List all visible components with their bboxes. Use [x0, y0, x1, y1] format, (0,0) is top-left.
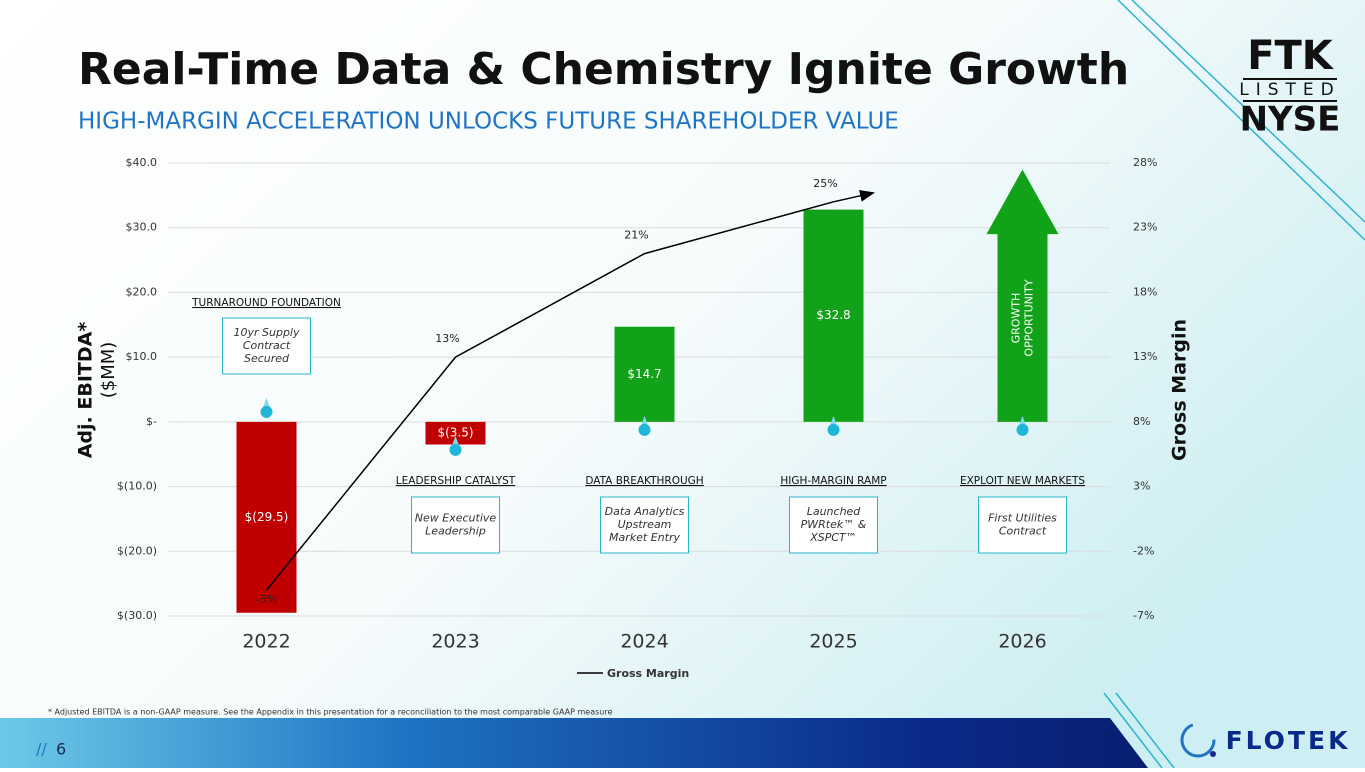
y-tick-label: $20.0 [126, 285, 158, 298]
y-axis-label: Adj. EBITDA* [75, 322, 97, 459]
milestone-text: Launched [807, 505, 862, 518]
milestone-text: Leadership [425, 525, 486, 538]
x-tick-label: 2025 [809, 631, 857, 653]
x-tick-label: 2024 [620, 631, 668, 653]
milestone-heading: TURNAROUND FOUNDATION [191, 297, 341, 309]
y2-axis-label: Gross Margin [1169, 319, 1191, 461]
milestone-text: Data Analytics [605, 505, 685, 518]
subtitle: HIGH-MARGIN ACCELERATION UNLOCKS FUTURE … [78, 109, 899, 135]
legend-label: Gross Margin [607, 667, 689, 680]
line-value-label: 21% [624, 229, 648, 242]
milestone-box [222, 317, 311, 375]
bar [803, 209, 864, 422]
x-tick-label: 2023 [431, 631, 479, 653]
line-value-label: 13% [435, 332, 459, 345]
y2-tick-label: -7% [1133, 609, 1154, 622]
bar [425, 421, 486, 445]
y-tick-label: $- [146, 415, 157, 428]
growth-arrow [986, 169, 1059, 422]
line [265, 201, 834, 591]
milestone-text: PWRtek™ & [801, 518, 867, 531]
x-tick-label: 2026 [998, 631, 1046, 653]
milestone-box [411, 496, 500, 554]
line-value-label: 25% [813, 177, 837, 190]
decor-lines [1103, 0, 1365, 769]
line-value-label: -5% [256, 593, 277, 606]
milestone-text: XSPCT™ [809, 531, 857, 544]
arrow-label-line: GROWTH [1010, 293, 1023, 344]
milestone-box [978, 496, 1067, 554]
page-number: 6 [56, 740, 66, 759]
y-tick-label: $30.0 [126, 221, 158, 234]
line-arrow [833, 189, 875, 203]
milestone-text: Contract [999, 525, 1047, 538]
pin [1016, 423, 1029, 436]
milestone-heading: HIGH-MARGIN RAMP [780, 475, 886, 487]
y-axis-unit: ($MM) [98, 342, 119, 399]
bar [236, 421, 297, 613]
pin [451, 435, 460, 447]
logo-listed: LISTED [1239, 80, 1341, 100]
milestone-text: New Executive [415, 512, 497, 525]
milestone-box [600, 496, 689, 554]
x-tick-label: 2022 [242, 631, 290, 653]
milestone-text: Market Entry [609, 531, 680, 544]
milestone-text: Contract [243, 339, 291, 352]
y2-tick-label: 8% [1133, 415, 1150, 428]
y-tick-label: $(10.0) [117, 480, 157, 493]
pin [640, 415, 649, 427]
pin [638, 423, 651, 436]
bar-value-label: $(3.5) [437, 426, 473, 440]
bottom-band [0, 718, 1148, 768]
bar [614, 326, 675, 422]
page-slash: // [36, 740, 47, 759]
milestone-heading: LEADERSHIP CATALYST [396, 475, 516, 487]
y-tick-label: $(30.0) [117, 609, 157, 622]
milestone-text: First Utilities [988, 512, 1057, 525]
pin [262, 397, 271, 409]
pin [260, 405, 273, 418]
milestone-text: Secured [244, 352, 290, 365]
milestone-text: Upstream [618, 518, 672, 531]
y-tick-label: $40.0 [126, 156, 158, 169]
bar-value-label: $32.8 [816, 308, 850, 322]
milestone-text: 10yr Supply [233, 326, 300, 339]
y2-tick-label: 13% [1133, 350, 1157, 363]
logo-nyse: NYSE [1240, 100, 1341, 140]
pin [449, 443, 462, 456]
growth-arrow-label: GROWTHOPPORTUNITY [1010, 279, 1036, 356]
milestone-heading: EXPLOIT NEW MARKETS [960, 475, 1085, 487]
y2-tick-label: 3% [1133, 480, 1150, 493]
milestone-heading: DATA BREAKTHROUGH [585, 475, 703, 487]
arrow-label-line: OPPORTUNITY [1023, 279, 1036, 356]
pin [829, 415, 838, 427]
y2-tick-label: 28% [1133, 156, 1157, 169]
company-icon [1180, 722, 1216, 758]
pin [827, 423, 840, 436]
y-tick-label: $10.0 [126, 350, 158, 363]
logo-ftk: FTK [1247, 33, 1335, 79]
y2-tick-label: 23% [1133, 221, 1157, 234]
bar-value-label: $(29.5) [245, 510, 289, 524]
y-tick-label: $(20.0) [117, 544, 157, 557]
bar-value-label: $14.7 [627, 367, 661, 381]
title: Real-Time Data & Chemistry Ignite Growth [78, 44, 1129, 95]
footnote: * Adjusted EBITDA is a non-GAAP measure.… [48, 708, 612, 717]
pin [1018, 415, 1027, 427]
company-icon-dot [1210, 751, 1216, 757]
milestone-box [789, 496, 878, 554]
company-name: FLOTEK [1226, 726, 1351, 755]
y2-tick-label: -2% [1133, 544, 1154, 557]
y2-tick-label: 18% [1133, 285, 1157, 298]
